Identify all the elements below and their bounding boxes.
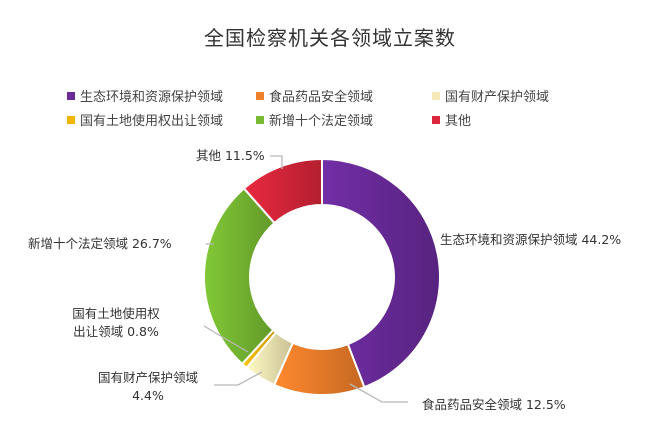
slices-group: [203, 157, 441, 396]
leader-lines-group: [203, 155, 408, 403]
legend-label: 其他: [445, 114, 472, 129]
leader-line: [214, 371, 263, 386]
donut-slice: [321, 157, 441, 389]
slice-label: 生态环境和资源保护领域 44.2%: [440, 232, 621, 247]
legend-swatch: [432, 115, 440, 124]
legend-swatch: [256, 91, 264, 100]
legend-item: 生态环境和资源保护领域: [67, 86, 223, 105]
donut-slice: [203, 187, 276, 366]
legend-item: 国有土地使用权出让领域: [67, 110, 223, 129]
legend-label: 生态环境和资源保护领域: [80, 90, 224, 105]
legend-item: 其他: [432, 110, 471, 129]
legend-swatch: [67, 91, 75, 100]
legend-swatch: [67, 115, 75, 124]
leader-line: [349, 383, 408, 403]
legend-item: 国有财产保护领域: [432, 86, 549, 105]
legend-label: 食品药品安全领域: [269, 90, 374, 105]
legend-swatch: [432, 91, 440, 100]
slice-label: 国有土地使用权: [72, 306, 160, 321]
legend-item: 食品药品安全领域: [256, 86, 373, 105]
legend-item: 新增十个法定领域: [256, 110, 373, 129]
legend-label: 国有财产保护领域: [445, 90, 550, 105]
slice-label: 食品药品安全领域 12.5%: [422, 397, 566, 412]
legend-label: 新增十个法定领域: [269, 114, 374, 129]
leader-line: [270, 155, 283, 169]
legend-label: 国有土地使用权出让领域: [80, 114, 224, 129]
chart-title: 全国检察机关各领域立案数: [204, 26, 456, 50]
leader-line: [203, 325, 249, 353]
slice-label: 出让领域 0.8%: [73, 324, 159, 339]
slice-label: 4.4%: [132, 388, 164, 403]
donut-slice: [242, 157, 323, 225]
slice-label: 其他 11.5%: [196, 148, 265, 163]
slice-label: 国有财产保护领域: [98, 370, 198, 385]
slice-label: 新增十个法定领域 26.7%: [28, 236, 172, 251]
slice-labels-group: 生态环境和资源保护领域 44.2% 食品药品安全领域 12.5% 国有财产保护领域 4…: [28, 148, 621, 412]
legend-swatch: [256, 115, 264, 124]
